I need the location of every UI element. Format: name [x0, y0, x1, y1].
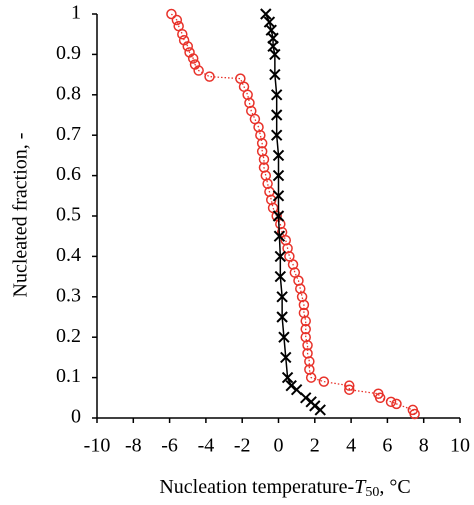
x-tick-label: -10 [84, 435, 111, 457]
point [278, 331, 290, 343]
point [272, 190, 285, 202]
point [344, 380, 355, 391]
point [270, 129, 283, 141]
x-tick-label: 0 [274, 435, 284, 457]
point [269, 68, 281, 81]
y-tick-label: 0 [71, 406, 81, 428]
point [304, 356, 315, 367]
point [171, 14, 183, 26]
y-tick-label: 1 [71, 2, 81, 24]
y-tick-label: 0.9 [56, 42, 81, 64]
x-tick-label: 2 [310, 435, 320, 457]
point [314, 404, 326, 416]
x-tick-label: 4 [346, 435, 356, 457]
point [270, 89, 283, 101]
x-tick-label: -8 [125, 435, 142, 457]
x-tick-label: 10 [450, 435, 470, 457]
point [374, 392, 386, 404]
y-tick-label: 0.4 [56, 244, 81, 266]
x-axis-label: Nucleation temperature-T50, °C [159, 476, 410, 501]
x-tick-label: 6 [382, 435, 392, 457]
point [274, 250, 287, 263]
point [166, 8, 177, 20]
point [182, 41, 193, 52]
point [269, 48, 281, 61]
x-label-unit: , °C [379, 476, 410, 498]
point [272, 169, 285, 182]
point [193, 65, 204, 76]
point [270, 109, 283, 121]
x-tick-label: -6 [161, 435, 178, 457]
x-tick-label: 8 [419, 435, 429, 457]
point [300, 323, 311, 335]
point [302, 340, 313, 351]
y-tick-label: 0.2 [56, 325, 81, 347]
point [273, 230, 286, 242]
point [260, 8, 272, 20]
y-tick-label: 0.3 [56, 284, 81, 306]
point [177, 28, 188, 40]
point [258, 154, 270, 165]
x-label-text: Nucleation temperature- [159, 476, 354, 498]
y-tick-label: 0.1 [56, 365, 81, 387]
point [276, 311, 288, 323]
point [385, 396, 397, 408]
series-line [170, 13, 416, 415]
x-label-subscript: 50 [365, 485, 379, 500]
y-tick-label: 0.6 [56, 163, 81, 185]
point [272, 210, 285, 222]
point [290, 384, 303, 396]
point [305, 372, 317, 383]
y-tick-label: 0.5 [56, 204, 81, 226]
point [187, 53, 199, 64]
x-tick-label: -4 [198, 435, 215, 457]
point [204, 71, 215, 82]
y-tick-label: 0.8 [56, 82, 81, 104]
point [276, 291, 288, 303]
point [391, 398, 402, 410]
point [274, 270, 287, 283]
point [298, 299, 310, 311]
point [280, 351, 292, 364]
y-axis-label: Nucleated fraction, - [10, 133, 32, 298]
point [256, 138, 268, 149]
point [344, 384, 355, 395]
point [281, 371, 294, 384]
point [272, 149, 285, 162]
y-tick-label: 0.7 [56, 123, 81, 145]
point [300, 315, 311, 327]
x-label-symbol: T [354, 476, 367, 498]
point [318, 376, 330, 387]
x-tick-label: -2 [234, 435, 251, 457]
point [409, 408, 420, 420]
